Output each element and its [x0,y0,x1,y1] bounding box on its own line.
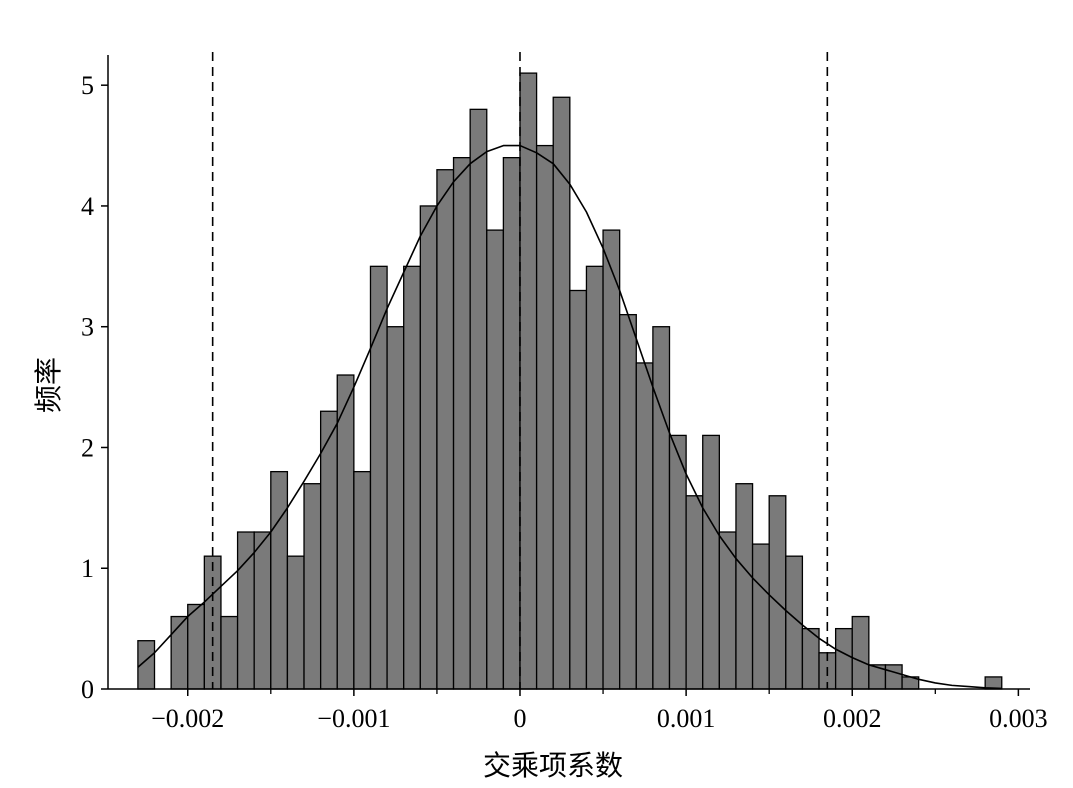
bars-layer [137,72,1003,690]
histogram-bar [735,483,754,690]
histogram-bar [303,483,322,690]
histogram-bar [452,156,471,690]
histogram-bar [319,410,338,690]
histogram-bar [751,543,770,690]
ticks-layer: −0.002 −0.001 0 0.001 0.002 0.003 0 1 2 3 4 5 [81,71,1048,733]
histogram-bar [619,313,637,690]
histogram-bar [519,72,538,690]
x-tick-label: 0 [513,704,526,733]
histogram-bar [834,627,853,690]
histogram-bar [502,156,521,690]
histogram-bar [702,434,720,690]
histogram-bar [569,289,588,690]
histogram-bar [801,627,820,690]
histogram-bar [419,205,438,690]
histogram-bar [668,434,687,690]
histogram-bar [685,495,704,690]
histogram-bar [652,326,671,690]
histogram-bar [469,108,488,690]
x-tick-label: 0.003 [989,704,1048,733]
y-tick-label: 4 [81,192,94,221]
x-tick-label: 0.001 [657,704,716,733]
histogram-bar [386,326,405,690]
histogram-bar [403,265,421,690]
axes-layer [107,55,1030,690]
y-tick-label: 3 [81,313,94,342]
histogram-bar [585,265,604,690]
reference-lines-layer [211,52,829,689]
x-tick-label: −0.002 [151,704,224,733]
histogram-bar [535,144,554,690]
y-tick-label: 2 [81,433,94,462]
histogram-bar [220,615,239,690]
y-tick-label: 0 [81,675,94,704]
histogram-bar [353,470,372,690]
histogram-bar [253,531,272,690]
x-tick-label: −0.001 [317,704,390,733]
histogram-bar [602,229,621,690]
histogram-bar [851,615,870,690]
histogram-bar [187,603,206,690]
histogram-bar [884,664,903,690]
histogram-bar [336,374,355,690]
x-axis-title: 交乘项系数 [483,749,623,782]
x-tick-label: 0.002 [823,704,882,733]
density-curve [137,144,1002,690]
y-axis-title: 频率 [32,357,65,413]
histogram-bar [286,555,305,690]
histogram-bar [270,470,289,690]
histogram-bar [436,169,455,690]
histogram-bar [635,362,654,690]
y-tick-label: 1 [81,554,94,583]
histogram-bar [768,495,787,690]
histogram-bar [170,615,189,690]
histogram-bar [552,96,571,690]
histogram-bar [486,229,505,690]
kde-curve-layer [137,144,1002,690]
y-tick-label: 5 [81,71,94,100]
